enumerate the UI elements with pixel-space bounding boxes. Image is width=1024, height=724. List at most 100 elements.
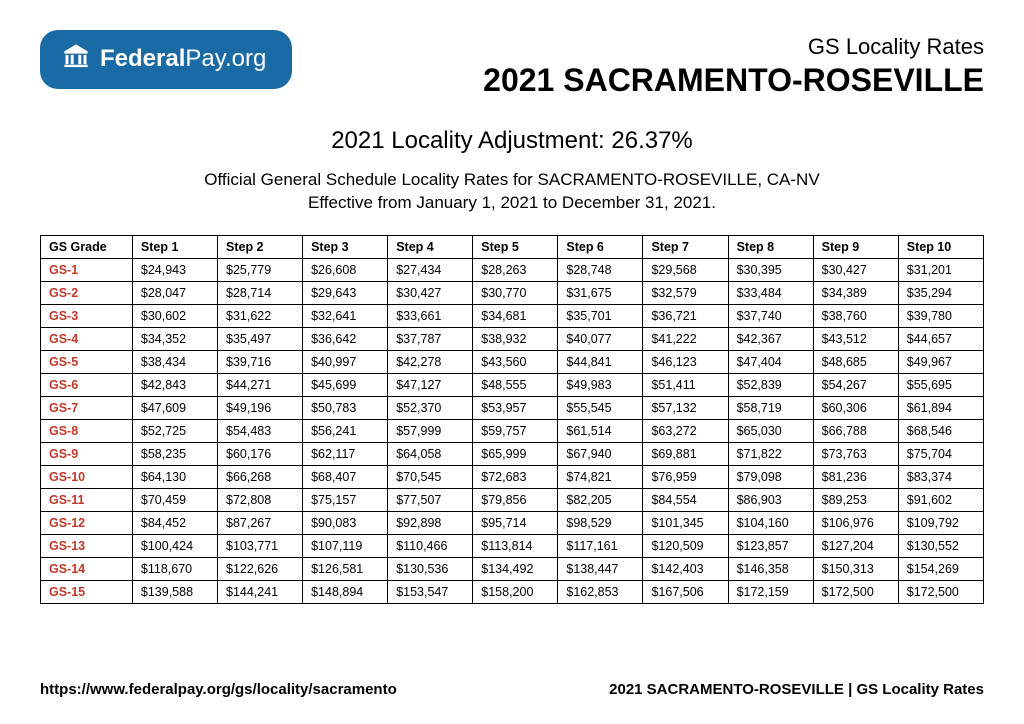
value-cell: $28,714 — [218, 281, 303, 304]
value-cell: $113,814 — [473, 534, 558, 557]
value-cell: $35,294 — [898, 281, 983, 304]
value-cell: $54,483 — [218, 419, 303, 442]
grade-cell: GS-9 — [41, 442, 133, 465]
value-cell: $25,779 — [218, 258, 303, 281]
value-cell: $29,643 — [303, 281, 388, 304]
value-cell: $89,253 — [813, 488, 898, 511]
value-cell: $43,512 — [813, 327, 898, 350]
value-cell: $52,370 — [388, 396, 473, 419]
column-header: Step 8 — [728, 235, 813, 258]
grade-cell: GS-10 — [41, 465, 133, 488]
value-cell: $146,358 — [728, 557, 813, 580]
table-row: GS-11$70,459$72,808$75,157$77,507$79,856… — [41, 488, 984, 511]
table-head: GS GradeStep 1Step 2Step 3Step 4Step 5St… — [41, 235, 984, 258]
value-cell: $81,236 — [813, 465, 898, 488]
value-cell: $52,725 — [132, 419, 217, 442]
description-line-2: Effective from January 1, 2021 to Decemb… — [308, 193, 716, 212]
value-cell: $50,783 — [303, 396, 388, 419]
grade-cell: GS-6 — [41, 373, 133, 396]
column-header: Step 2 — [218, 235, 303, 258]
value-cell: $28,263 — [473, 258, 558, 281]
value-cell: $84,554 — [643, 488, 728, 511]
value-cell: $69,881 — [643, 442, 728, 465]
value-cell: $123,857 — [728, 534, 813, 557]
grade-cell: GS-4 — [41, 327, 133, 350]
value-cell: $61,894 — [898, 396, 983, 419]
value-cell: $49,196 — [218, 396, 303, 419]
value-cell: $122,626 — [218, 557, 303, 580]
value-cell: $30,602 — [132, 304, 217, 327]
value-cell: $42,843 — [132, 373, 217, 396]
value-cell: $90,083 — [303, 511, 388, 534]
value-cell: $60,176 — [218, 442, 303, 465]
value-cell: $64,058 — [388, 442, 473, 465]
header-subtitle: GS Locality Rates — [483, 34, 984, 60]
value-cell: $64,130 — [132, 465, 217, 488]
value-cell: $38,760 — [813, 304, 898, 327]
value-cell: $37,787 — [388, 327, 473, 350]
value-cell: $55,695 — [898, 373, 983, 396]
value-cell: $79,098 — [728, 465, 813, 488]
table-row: GS-7$47,609$49,196$50,783$52,370$53,957$… — [41, 396, 984, 419]
value-cell: $126,581 — [303, 557, 388, 580]
value-cell: $110,466 — [388, 534, 473, 557]
footer: https://www.federalpay.org/gs/locality/s… — [40, 681, 984, 698]
value-cell: $68,546 — [898, 419, 983, 442]
grade-cell: GS-11 — [41, 488, 133, 511]
value-cell: $53,957 — [473, 396, 558, 419]
value-cell: $57,132 — [643, 396, 728, 419]
value-cell: $66,788 — [813, 419, 898, 442]
value-cell: $48,555 — [473, 373, 558, 396]
value-cell: $148,894 — [303, 580, 388, 603]
value-cell: $66,268 — [218, 465, 303, 488]
column-header: Step 7 — [643, 235, 728, 258]
value-cell: $104,160 — [728, 511, 813, 534]
table-row: GS-8$52,725$54,483$56,241$57,999$59,757$… — [41, 419, 984, 442]
description-line-1: Official General Schedule Locality Rates… — [204, 170, 819, 189]
value-cell: $39,780 — [898, 304, 983, 327]
value-cell: $37,740 — [728, 304, 813, 327]
grade-cell: GS-12 — [41, 511, 133, 534]
value-cell: $118,670 — [132, 557, 217, 580]
value-cell: $144,241 — [218, 580, 303, 603]
value-cell: $98,529 — [558, 511, 643, 534]
value-cell: $42,278 — [388, 350, 473, 373]
value-cell: $51,411 — [643, 373, 728, 396]
value-cell: $44,841 — [558, 350, 643, 373]
value-cell: $57,999 — [388, 419, 473, 442]
column-header: Step 5 — [473, 235, 558, 258]
value-cell: $33,661 — [388, 304, 473, 327]
value-cell: $45,699 — [303, 373, 388, 396]
value-cell: $154,269 — [898, 557, 983, 580]
value-cell: $49,983 — [558, 373, 643, 396]
value-cell: $107,119 — [303, 534, 388, 557]
value-cell: $30,395 — [728, 258, 813, 281]
table-row: GS-4$34,352$35,497$36,642$37,787$38,932$… — [41, 327, 984, 350]
value-cell: $67,940 — [558, 442, 643, 465]
value-cell: $28,047 — [132, 281, 217, 304]
value-cell: $167,506 — [643, 580, 728, 603]
value-cell: $54,267 — [813, 373, 898, 396]
footer-url: https://www.federalpay.org/gs/locality/s… — [40, 681, 397, 698]
table-row: GS-6$42,843$44,271$45,699$47,127$48,555$… — [41, 373, 984, 396]
value-cell: $35,497 — [218, 327, 303, 350]
value-cell: $120,509 — [643, 534, 728, 557]
value-cell: $26,608 — [303, 258, 388, 281]
gs-rates-table: GS GradeStep 1Step 2Step 3Step 4Step 5St… — [40, 235, 984, 604]
value-cell: $82,205 — [558, 488, 643, 511]
column-header: Step 6 — [558, 235, 643, 258]
value-cell: $79,856 — [473, 488, 558, 511]
grade-cell: GS-2 — [41, 281, 133, 304]
value-cell: $30,770 — [473, 281, 558, 304]
value-cell: $100,424 — [132, 534, 217, 557]
building-icon — [62, 42, 90, 75]
value-cell: $103,771 — [218, 534, 303, 557]
value-cell: $68,407 — [303, 465, 388, 488]
value-cell: $39,716 — [218, 350, 303, 373]
value-cell: $31,201 — [898, 258, 983, 281]
table-row: GS-13$100,424$103,771$107,119$110,466$11… — [41, 534, 984, 557]
value-cell: $35,701 — [558, 304, 643, 327]
table-row: GS-14$118,670$122,626$126,581$130,536$13… — [41, 557, 984, 580]
column-header: Step 10 — [898, 235, 983, 258]
logo-badge: FederalPay.org — [40, 30, 292, 89]
